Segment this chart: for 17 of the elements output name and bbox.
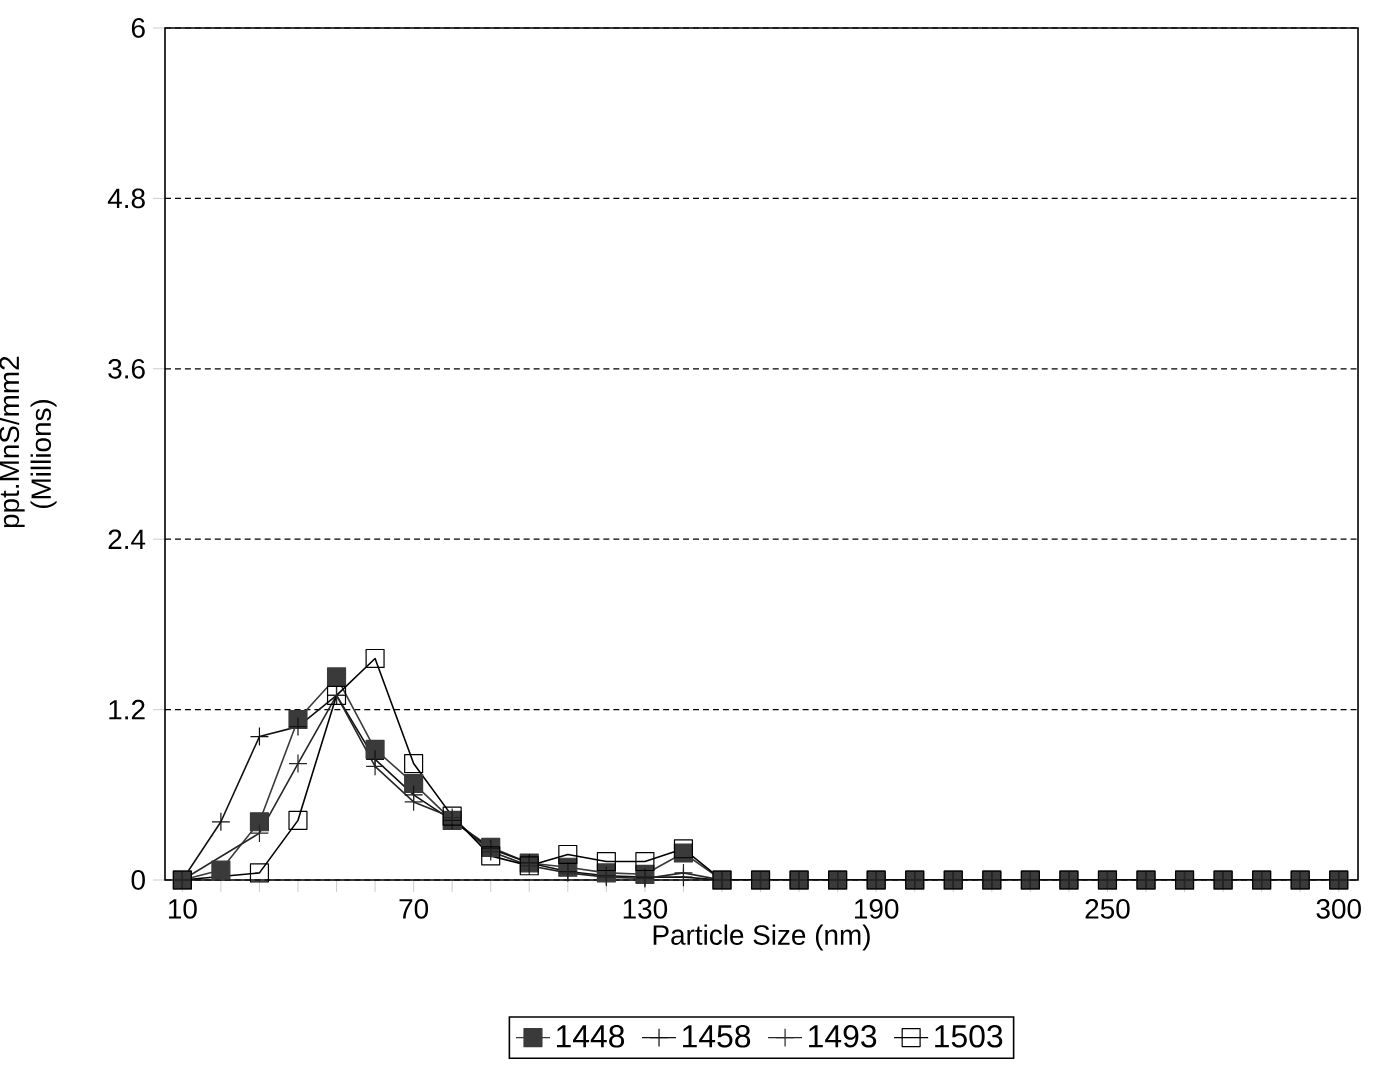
- legend-label: 1493: [809, 1025, 877, 1048]
- x-tick-label: 300: [1316, 898, 1361, 919]
- x-axis-title: Particle Size (nm): [653, 924, 870, 951]
- x-tick-label: 10: [168, 898, 197, 919]
- y-tick-label: 4.8: [107, 188, 145, 209]
- legend-label: 1503: [935, 1025, 1003, 1048]
- y-tick-label: 3.6: [108, 358, 145, 379]
- y-tick-label: 6: [131, 18, 145, 38]
- x-tick-label: 70: [399, 898, 429, 919]
- y-tick-label: 0: [131, 870, 145, 890]
- x-tick-label: 250: [1085, 898, 1130, 919]
- x-tick-label: 190: [855, 898, 899, 919]
- y-tick-label: 2.4: [108, 529, 146, 549]
- legend-label: 1448: [557, 1025, 625, 1048]
- x-tick-label: 130: [623, 898, 668, 919]
- y-tick-label: 1.2: [109, 699, 145, 720]
- legend-label: 1458: [683, 1025, 751, 1048]
